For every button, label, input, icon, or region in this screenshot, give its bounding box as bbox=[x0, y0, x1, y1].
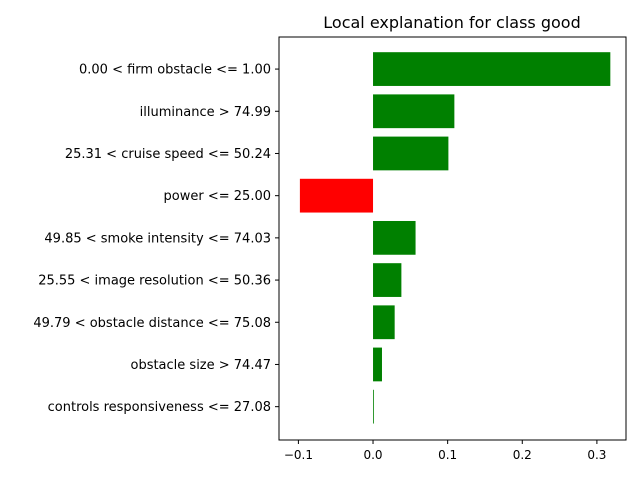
x-tick-label: 0.3 bbox=[587, 448, 606, 462]
x-tick-label: 0.1 bbox=[438, 448, 457, 462]
y-tick-label: 25.55 < image resolution <= 50.36 bbox=[38, 274, 271, 289]
bar bbox=[299, 178, 374, 213]
y-tick-label: controls responsiveness <= 27.08 bbox=[48, 400, 271, 415]
bar bbox=[373, 94, 455, 129]
y-tick-labels: 0.00 < firm obstacle <= 1.00 illuminance … bbox=[33, 63, 279, 415]
y-tick-label: 25.31 < cruise speed <= 50.24 bbox=[65, 147, 271, 162]
plot-frame bbox=[278, 36, 627, 441]
bar bbox=[373, 220, 416, 255]
x-ticks: −0.1 0.0 0.1 0.2 0.3 bbox=[284, 440, 606, 462]
x-tick-label: 0.2 bbox=[513, 448, 532, 462]
y-tick-label: obstacle size > 74.47 bbox=[130, 358, 271, 373]
y-tick-label: 49.85 < smoke intensity <= 74.03 bbox=[44, 231, 271, 246]
bars-group bbox=[299, 52, 611, 424]
bar bbox=[373, 389, 374, 424]
chart-title: Local explanation for class good bbox=[323, 13, 580, 32]
x-tick-label: −0.1 bbox=[284, 448, 313, 462]
y-tick-label: 49.79 < obstacle distance <= 75.08 bbox=[33, 316, 271, 331]
bar bbox=[373, 305, 395, 340]
bar bbox=[373, 136, 449, 171]
y-tick-label: power <= 25.00 bbox=[164, 189, 271, 204]
bar bbox=[373, 263, 402, 297]
bar bbox=[373, 347, 382, 382]
bar bbox=[373, 52, 611, 86]
y-tick-label: illuminance > 74.99 bbox=[140, 105, 271, 120]
x-tick-label: 0.0 bbox=[363, 448, 382, 462]
y-tick-label: 0.00 < firm obstacle <= 1.00 bbox=[79, 63, 271, 78]
